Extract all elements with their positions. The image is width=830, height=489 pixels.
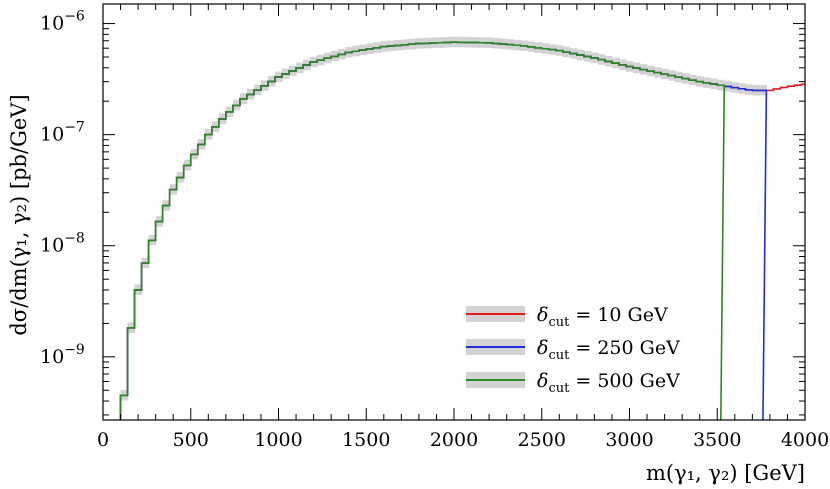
y-tick-label: 10−8 bbox=[40, 231, 85, 257]
x-tick-labels: 0 500 1000 1500 2000 2500 3000 3500 4000 bbox=[97, 429, 829, 451]
series-layer bbox=[119, 41, 805, 420]
x-tick-label: 1500 bbox=[342, 429, 390, 451]
plot-frame bbox=[102, 3, 806, 421]
legend-label: δcut = 500 GeV bbox=[537, 370, 680, 396]
legend-label: δcut = 10 GeV bbox=[537, 304, 668, 330]
y-tick-label: 10−9 bbox=[40, 342, 85, 368]
y-tick-labels: 10−9 10−8 10−7 10−6 bbox=[40, 9, 85, 368]
x-tick-label: 1000 bbox=[254, 429, 302, 451]
legend-label: δcut = 250 GeV bbox=[537, 337, 680, 363]
x-tick-label: 2000 bbox=[430, 429, 478, 451]
y-tick-label: 10−7 bbox=[40, 120, 85, 146]
x-tick-label: 4000 bbox=[781, 429, 829, 451]
series-line-2 bbox=[119, 41, 768, 420]
legend: δcut = 10 GeV δcut = 250 GeV δcut = 500 Ge… bbox=[466, 304, 680, 396]
x-tick-label: 2500 bbox=[518, 429, 566, 451]
series-line-3 bbox=[119, 41, 726, 420]
x-tick-label: 3000 bbox=[605, 429, 653, 451]
series-line-1 bbox=[119, 41, 805, 420]
x-axis-label: m(γ₁, γ₂) [GeV] bbox=[646, 461, 805, 485]
x-tick-label: 0 bbox=[97, 429, 109, 451]
x-tick-label: 3500 bbox=[693, 429, 741, 451]
y-tick-label: 10−6 bbox=[40, 9, 85, 35]
x-tick-label: 500 bbox=[173, 429, 209, 451]
tick-layer bbox=[102, 4, 806, 420]
y-axis-label: dσ/dm(γ₁, γ₂) [pb/GeV] bbox=[7, 94, 31, 335]
